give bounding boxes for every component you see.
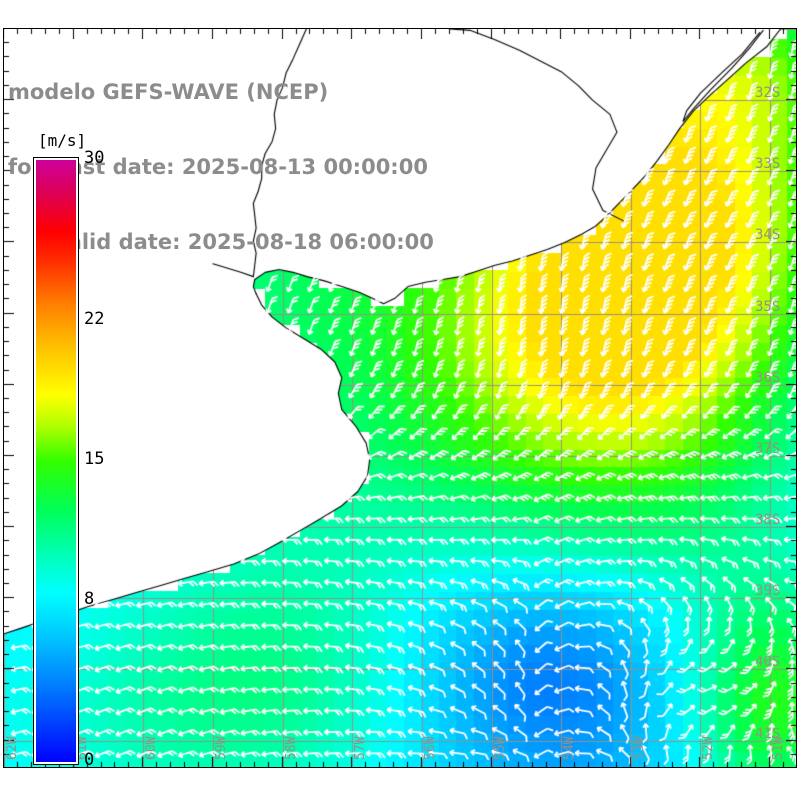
- top-axis-ruler: [3, 28, 797, 39]
- lon-label-60W: 60W: [144, 736, 160, 760]
- map-canvas-container: [4, 29, 796, 767]
- lon-label-58W: 58W: [283, 736, 299, 760]
- lon-label-62W: 62W: [5, 736, 20, 760]
- bottom-axis-ruler: [3, 757, 797, 768]
- map-plot-frame: [3, 28, 797, 768]
- colorbar-gradient: [33, 157, 79, 765]
- colorbar-tick-22: 22: [84, 308, 105, 329]
- lat-label-41S: 41S: [755, 725, 781, 742]
- colorbar-tick-30: 30: [84, 148, 105, 168]
- lon-label-56W: 56W: [422, 736, 438, 760]
- lat-label-39S: 39S: [755, 583, 781, 600]
- colorbar: [33, 157, 79, 765]
- lat-label-35S: 35S: [755, 298, 781, 315]
- lat-label-36S: 36S: [755, 369, 781, 386]
- colorbar-tick-8: 8: [84, 589, 95, 610]
- lon-label-59W: 59W: [213, 736, 229, 760]
- lon-label-52W: 52W: [701, 736, 717, 760]
- lon-label-57W: 57W: [353, 736, 369, 760]
- lat-label-33S: 33S: [755, 156, 781, 173]
- lon-label-53W: 53W: [631, 736, 647, 760]
- lat-label-37S: 37S: [755, 440, 781, 457]
- colorbar-tick-0: 0: [84, 750, 95, 770]
- lat-label-40S: 40S: [755, 654, 781, 671]
- wind-barb-overlay: [4, 29, 796, 767]
- lon-label-54W: 54W: [562, 736, 578, 760]
- lat-label-32S: 32S: [755, 85, 781, 102]
- lat-label-38S: 38S: [755, 512, 781, 529]
- right-axis-ruler: [786, 28, 797, 768]
- left-axis-ruler: [3, 28, 14, 768]
- lon-label-55W: 55W: [492, 736, 508, 760]
- colorbar-tick-15: 15: [84, 449, 105, 469]
- colorbar-unit-label: [m/s]: [38, 131, 87, 150]
- lat-label-34S: 34S: [755, 227, 781, 244]
